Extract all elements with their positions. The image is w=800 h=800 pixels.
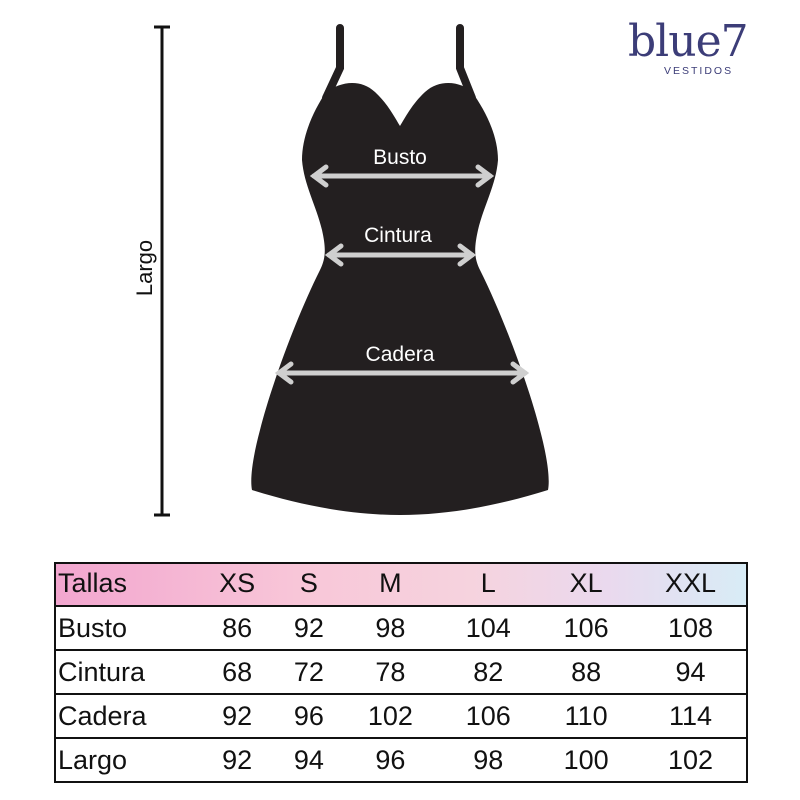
size-table: Tallas XS S M L XL XXL Busto 86 92 98 10…: [54, 562, 746, 781]
table-cell: 92: [198, 693, 277, 738]
table-cell: 68: [198, 649, 277, 694]
header-cell: Tallas: [58, 568, 128, 598]
table-cell: 92: [276, 605, 342, 650]
header-cell: M: [379, 568, 402, 598]
dress-straps: [322, 24, 476, 102]
table-row: Cintura 68 72 78 82 88 94: [54, 649, 746, 694]
row-label: Largo: [54, 737, 198, 781]
measure-arrows: [274, 164, 530, 385]
table-cell: 110: [537, 693, 636, 738]
table-cell: 96: [341, 737, 440, 781]
table-cell: 100: [537, 737, 636, 781]
header-cell: XL: [569, 568, 603, 598]
table-cell: 102: [341, 693, 440, 738]
row-label: Cintura: [54, 649, 198, 694]
header-cell: S: [299, 568, 318, 598]
row-label: Busto: [54, 605, 198, 650]
table-cell: 104: [439, 605, 538, 650]
cadera-label: Cadera: [365, 343, 435, 366]
table-cell: 106: [537, 605, 636, 650]
row-label: Cadera: [54, 693, 198, 738]
table-cell: 102: [635, 737, 746, 781]
table-cell: 92: [198, 737, 277, 781]
busto-arrow: [309, 164, 495, 188]
brand-name: blue7: [628, 16, 749, 67]
table-cell: 78: [341, 649, 440, 694]
table-cell: 86: [198, 605, 277, 650]
table-row: Busto 86 92 98 104 106 108: [54, 605, 746, 650]
table-cell: 98: [341, 605, 440, 650]
header-cell: XS: [219, 568, 256, 598]
length-label: Largo: [132, 239, 157, 297]
table-row: Cadera 92 96 102 106 110 114: [54, 693, 746, 738]
header-cell: XXL: [665, 568, 717, 598]
table-cell: 94: [276, 737, 342, 781]
header-cell: L: [480, 568, 496, 598]
table-cell: 94: [635, 649, 746, 694]
table-row: Largo 92 94 96 98 100 102: [54, 737, 746, 781]
busto-label: Busto: [373, 146, 427, 169]
table-cell: 114: [635, 693, 746, 738]
table-header-row: Tallas XS S M L XL XXL: [54, 562, 746, 606]
dress-silhouette: [251, 82, 549, 515]
cadera-arrow: [274, 361, 530, 385]
table-cell: 96: [276, 693, 342, 738]
brand-logo: blue7 VESTIDOS: [628, 14, 758, 84]
dress-diagram: [154, 24, 549, 517]
table-cell: 106: [439, 693, 538, 738]
table-header-background: [56, 564, 746, 606]
table-cell: 98: [439, 737, 538, 781]
table-cell: 82: [439, 649, 538, 694]
cintura-arrow: [324, 243, 477, 267]
brand-tagline: VESTIDOS: [664, 65, 734, 77]
length-line: [154, 25, 170, 517]
table-cell: 72: [276, 649, 342, 694]
cintura-label: Cintura: [364, 224, 432, 247]
table-cell: 108: [635, 605, 746, 650]
table-cell: 88: [537, 649, 636, 694]
